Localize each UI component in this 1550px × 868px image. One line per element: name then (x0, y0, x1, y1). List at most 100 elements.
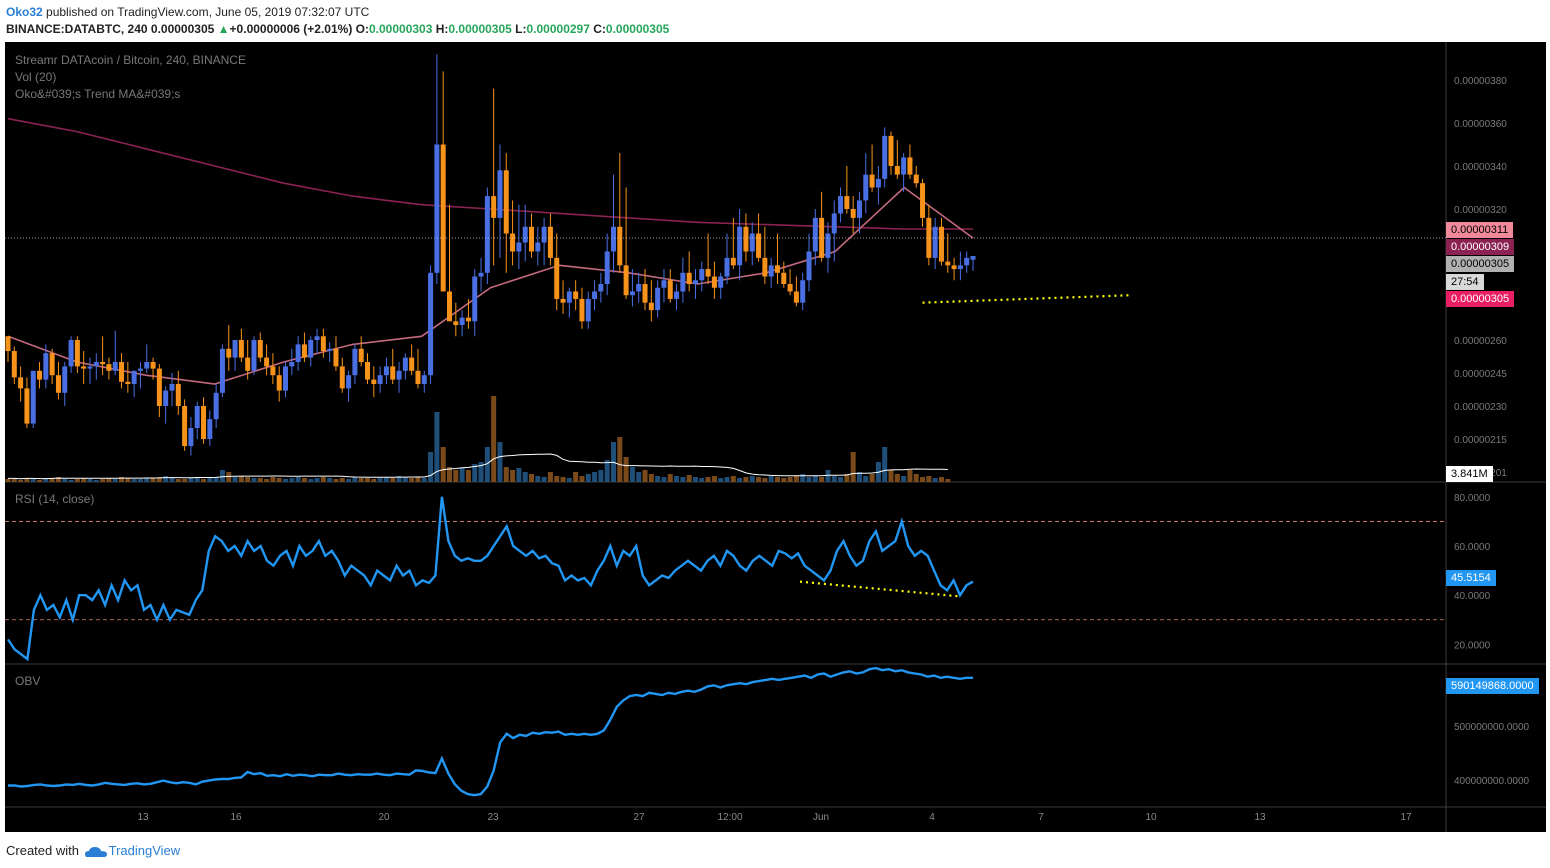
volume-bar (169, 478, 175, 482)
close-label: C: (593, 22, 606, 36)
candle-body (283, 366, 289, 391)
chart-canvas[interactable]: 0.00000380 0.00000360 0.00000340 0.00000320… (5, 42, 1546, 832)
candle-body (421, 375, 427, 384)
candle-body (188, 428, 194, 447)
volume-bar (295, 477, 301, 482)
volume-bar (819, 477, 825, 482)
volume-bar (850, 452, 856, 482)
candle-body (24, 388, 30, 424)
candle-body (194, 406, 200, 428)
price-axis-tick: 0.00000245 (1454, 369, 1507, 380)
candle-body (383, 366, 389, 376)
volume-bar (629, 467, 635, 482)
high-value: 0.00000305 (448, 22, 512, 36)
candle-body (251, 340, 257, 371)
volume-bar (194, 477, 200, 482)
candle-body (131, 370, 137, 384)
symbol-label: BINANCE:DATABTC, 240 (6, 22, 148, 36)
author-link[interactable]: Oko32 (6, 5, 43, 19)
candle-body (863, 174, 869, 201)
volume-badge: 3.841M (1446, 466, 1493, 482)
obv-axis-tick: 500000000.0000 (1454, 722, 1530, 733)
volume-bar (81, 478, 87, 482)
candle-body (875, 178, 881, 188)
volume-bar (787, 477, 793, 482)
candle-body (295, 344, 301, 362)
candle-body (888, 135, 894, 166)
candle-body (793, 291, 799, 303)
volume-bar (251, 478, 257, 482)
volume-bar (219, 470, 225, 482)
obv-legend: OBV (15, 674, 41, 688)
candle-body (358, 348, 364, 362)
candle-body (182, 406, 188, 447)
volume-bar (749, 476, 755, 482)
volume-bar (106, 478, 112, 482)
candle-body (503, 170, 509, 234)
candle-body (207, 419, 213, 439)
candle-body (610, 226, 616, 252)
candle-body (661, 280, 667, 288)
candle-body (655, 287, 661, 311)
volume-bar (566, 478, 572, 482)
chart-area[interactable]: 0.00000380 0.00000360 0.00000340 0.00000320… (5, 42, 1546, 832)
volume-bar (87, 479, 93, 482)
volume-bar (661, 477, 667, 482)
volume-bar (125, 478, 131, 482)
candle-body (415, 370, 421, 384)
volume-bar (409, 478, 415, 482)
candle-body (377, 375, 383, 384)
candle-body (516, 242, 522, 252)
candle-body (137, 368, 143, 371)
slow-ma-badge: 0.00000311 (1446, 222, 1514, 238)
candle-body (264, 357, 270, 367)
volume-bar (667, 474, 673, 482)
candle-body (774, 265, 780, 273)
candle-body (749, 233, 755, 252)
candle-body (623, 265, 629, 296)
volume-bar (74, 479, 80, 482)
candle-body (333, 348, 339, 367)
candle-body (5, 336, 11, 351)
volume-bar (137, 479, 143, 482)
price-axis-tick: 0.00000260 (1454, 336, 1507, 347)
volume-bar (301, 478, 307, 482)
volume-bar (888, 470, 894, 482)
time-axis-tick: 12:00 (717, 812, 742, 823)
volume-bar (938, 477, 944, 482)
candle-body (453, 321, 459, 326)
candle-body (554, 257, 560, 299)
volume-bar (541, 477, 547, 482)
candle-body (674, 291, 680, 299)
candle-body (825, 233, 831, 258)
candle-body (636, 284, 642, 292)
volume-bar (68, 480, 74, 482)
last-price-badge: 0.00000305 (1446, 256, 1515, 272)
volume-bar (18, 480, 24, 482)
candle-body (314, 336, 320, 340)
candle-body (175, 384, 181, 406)
candle-body (276, 375, 282, 391)
candle-body (213, 392, 219, 420)
volume-bar (472, 464, 478, 482)
volume-bar (62, 479, 68, 482)
candle-body (831, 213, 837, 234)
volume-bar (112, 479, 118, 482)
obv-badge: 590149868.0000 (1446, 678, 1539, 694)
volume-bar (352, 477, 358, 482)
volume-bar (863, 476, 869, 482)
candle-body (169, 384, 175, 391)
candle-body (472, 276, 478, 322)
volume-bar (730, 476, 736, 482)
volume-bar (365, 478, 371, 482)
candle-body (566, 291, 572, 303)
tradingview-brand-link[interactable]: TradingView (108, 843, 181, 858)
volume-bar (232, 477, 238, 482)
candle-body (93, 362, 99, 367)
volume-bar (226, 472, 232, 482)
candle-body (743, 226, 749, 252)
volume-bar (314, 478, 320, 482)
candle-body (301, 344, 307, 358)
candle-body (762, 257, 768, 277)
candle-body (737, 226, 743, 266)
